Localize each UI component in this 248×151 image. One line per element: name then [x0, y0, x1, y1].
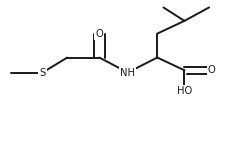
- Text: NH: NH: [120, 67, 135, 77]
- Text: HO: HO: [177, 86, 192, 96]
- Text: O: O: [208, 65, 216, 75]
- Text: S: S: [39, 67, 46, 77]
- Text: O: O: [95, 29, 103, 39]
